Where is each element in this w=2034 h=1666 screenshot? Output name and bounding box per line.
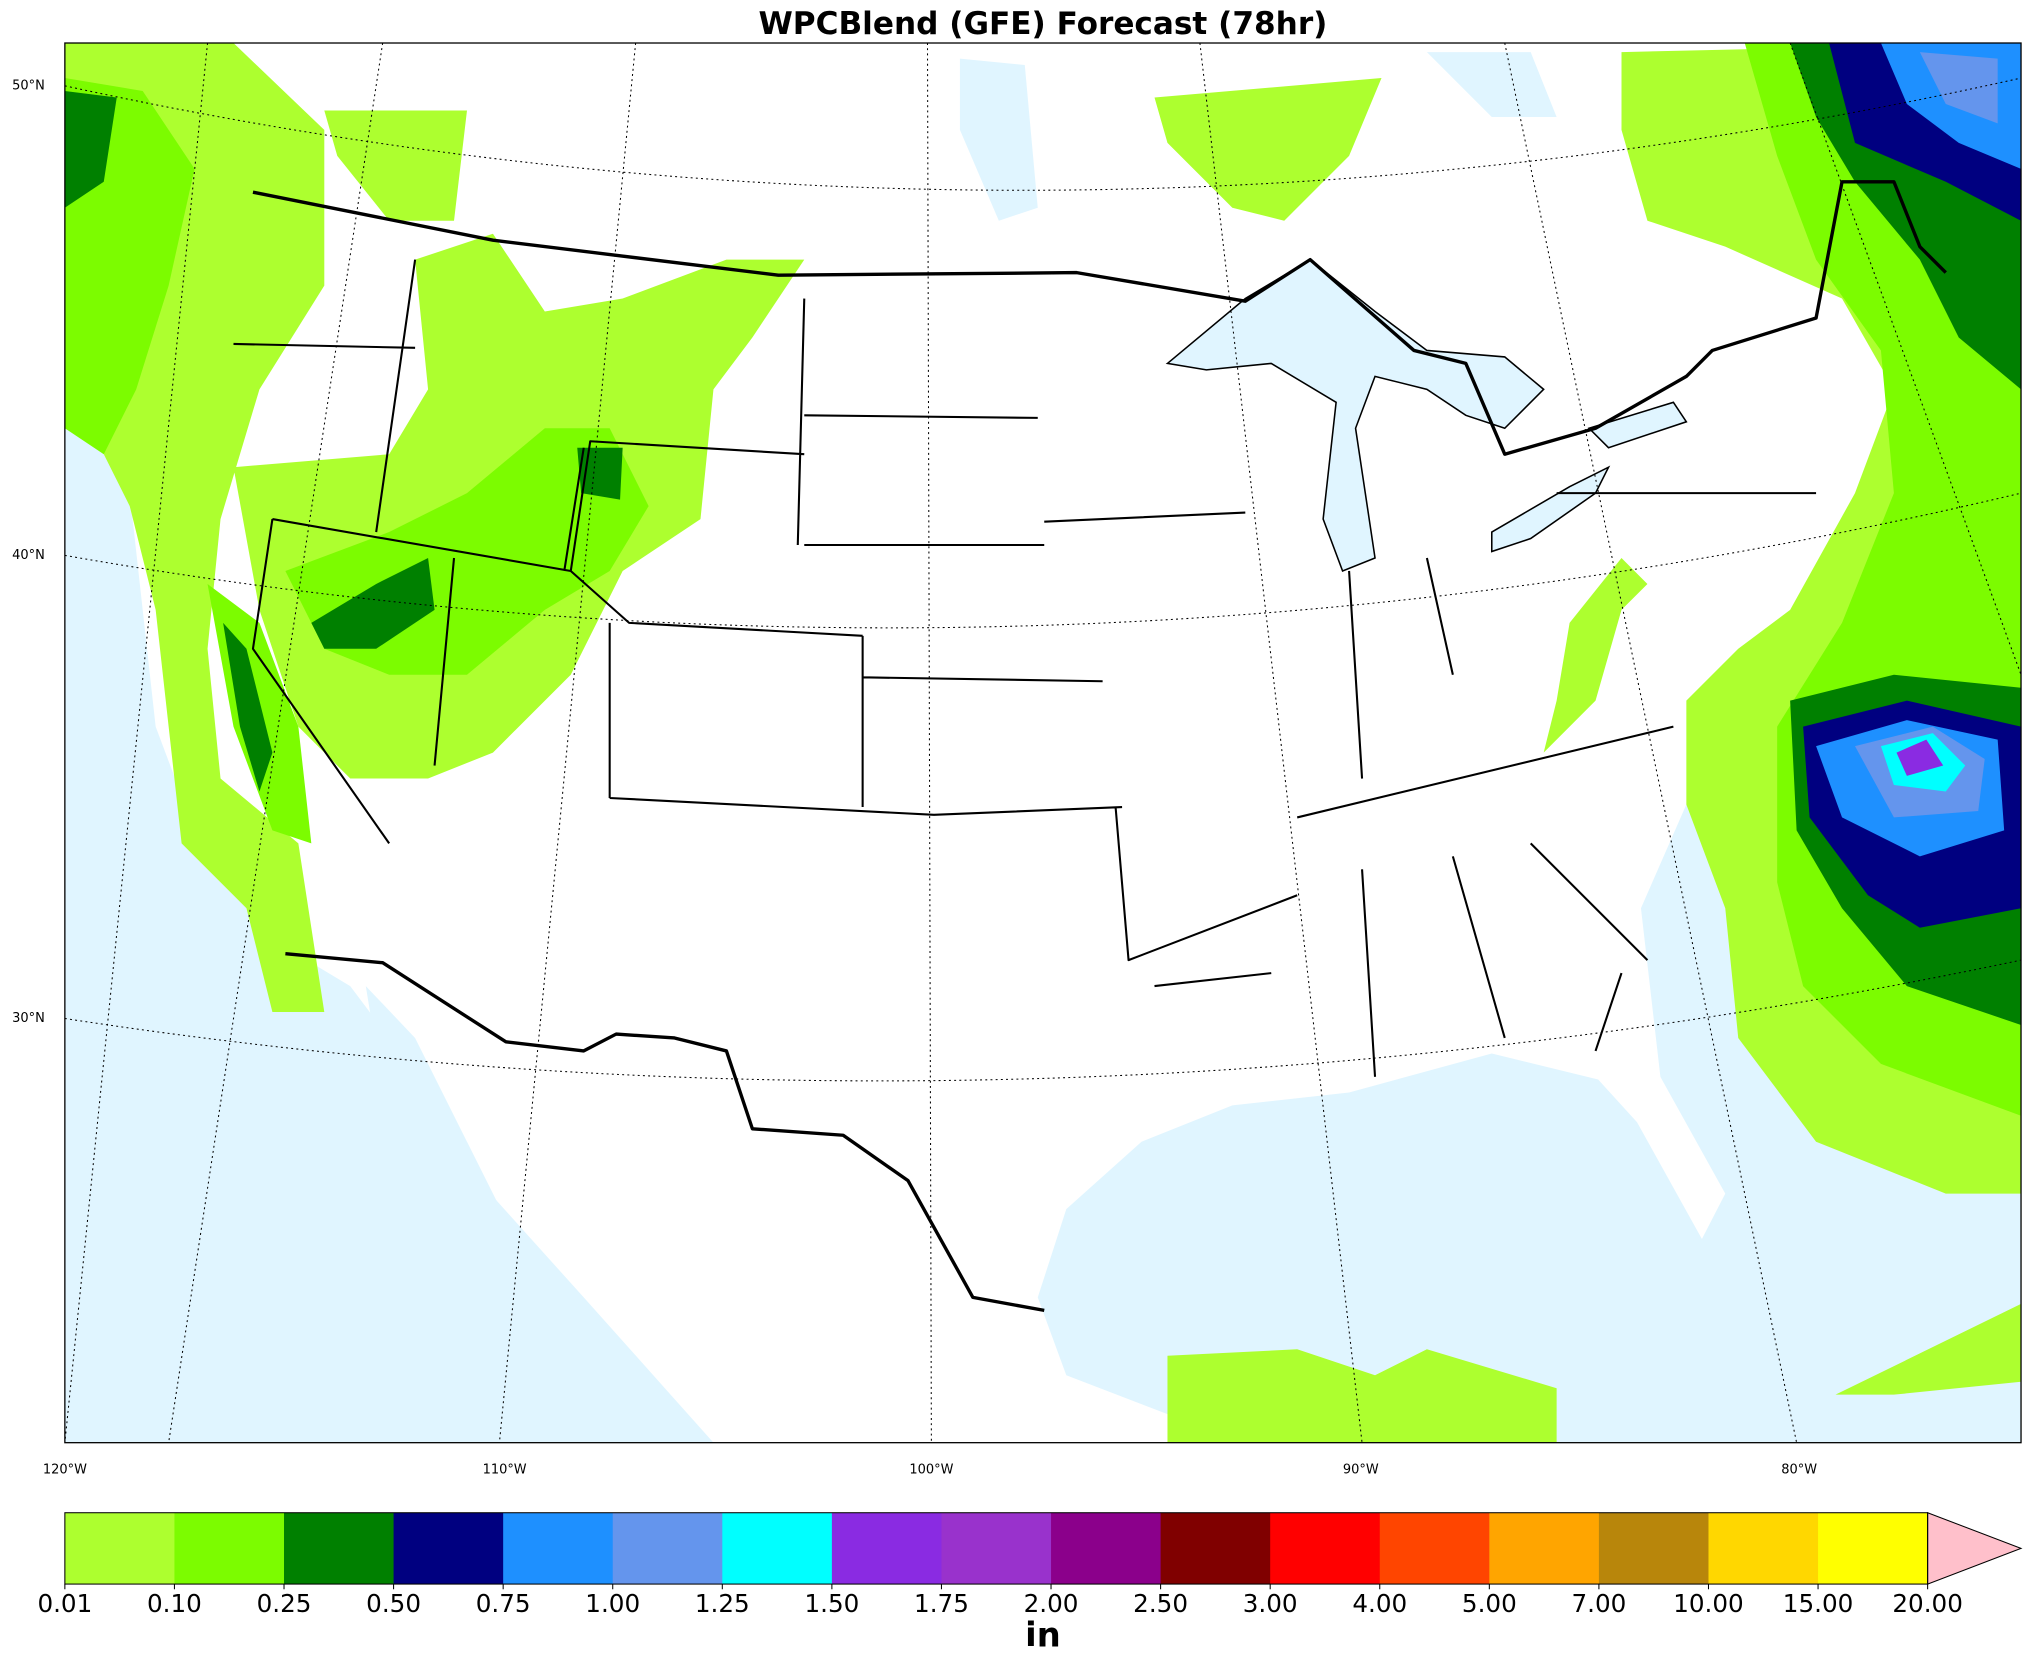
lon-label: 110°W <box>483 1462 527 1477</box>
precip-east-extreme <box>1816 43 2022 857</box>
colorbar-tick-label: 2.50 <box>1133 1589 1188 1618</box>
lat-label: 40°N <box>12 548 45 563</box>
colorbar-tick-label: 0.01 <box>37 1589 92 1618</box>
precip-interior-core <box>311 447 623 649</box>
color-swatch <box>1379 1512 1490 1585</box>
color-swatch <box>1708 1512 1819 1585</box>
colorbar-tick-label: 1.50 <box>804 1589 859 1618</box>
lon-label: 80°W <box>1781 1462 1817 1477</box>
gulf-of-california <box>365 986 519 1259</box>
color-swatch <box>831 1512 943 1585</box>
color-swatch <box>1489 1512 1600 1585</box>
color-swatch <box>503 1512 614 1585</box>
colorbar-extend <box>1927 1511 2023 1585</box>
lat-label: 50°N <box>12 78 45 93</box>
color-swatch <box>1818 1512 1929 1585</box>
precip-west-coast-heavy <box>64 78 312 844</box>
colorbar-tick-label: 15.00 <box>1783 1589 1854 1618</box>
lon-label: 100°W <box>909 1462 953 1477</box>
color-swatch <box>1051 1512 1162 1585</box>
map <box>64 42 2022 1444</box>
color-swatch <box>1270 1512 1381 1585</box>
colorbar-outline <box>64 1512 1929 1585</box>
precip-east-peak <box>1896 739 1944 776</box>
color-swatch <box>174 1512 285 1585</box>
colorbar: 0.01 0.10 0.25 0.50 0.75 1.00 1.25 1.50 1.75 2.00… <box>37 1511 2023 1618</box>
colorbar-tick-label: 0.10 <box>147 1589 202 1618</box>
state-borders <box>233 259 1817 1077</box>
map-frame <box>64 42 2022 1444</box>
color-swatch <box>393 1512 504 1585</box>
colorbar-tick-label: 20.00 <box>1892 1589 1963 1618</box>
colorbar-tick-label: 0.75 <box>476 1589 531 1618</box>
color-swatch <box>722 1512 833 1585</box>
precip-east <box>1167 43 2022 1443</box>
colorbar-tick-label: 7.00 <box>1571 1589 1626 1618</box>
colorbar-tick-label: 5.00 <box>1462 1589 1517 1618</box>
color-swatch <box>284 1512 395 1585</box>
map-body <box>64 43 2022 1443</box>
title: WPCBlend (GFE) Forecast (78hr) <box>758 6 1327 42</box>
colorbar-tick-label: 1.25 <box>695 1589 750 1618</box>
colorbar-tick-label: 1.75 <box>914 1589 969 1618</box>
color-swatch <box>1160 1512 1271 1585</box>
colorbar-tick-label: 0.50 <box>366 1589 421 1618</box>
colorbar-tick-label: 2.00 <box>1024 1589 1079 1618</box>
hudson-bay-lakes <box>959 52 1557 221</box>
colorbar-tick-label: 1.00 <box>585 1589 640 1618</box>
color-swatch <box>941 1512 1052 1585</box>
lon-label: 90°W <box>1343 1462 1379 1477</box>
precip-west-coast-core <box>64 91 273 792</box>
color-swatch <box>612 1512 723 1585</box>
colorbar-unit: in <box>1025 1616 1061 1655</box>
color-swatch <box>64 1512 176 1585</box>
us-mexico-border <box>285 951 1045 1313</box>
colorbar-tick-label: 10.00 <box>1673 1589 1744 1618</box>
lat-label: 30°N <box>12 1011 45 1026</box>
lon-label: 120°W <box>43 1462 87 1477</box>
colorbar-tick-label: 3.00 <box>1243 1589 1298 1618</box>
color-swatch <box>1598 1512 1710 1585</box>
colorbar-tick-label: 4.00 <box>1352 1589 1407 1618</box>
colorbar-tick-label: 0.25 <box>257 1589 312 1618</box>
us-canada-border <box>252 180 1947 456</box>
